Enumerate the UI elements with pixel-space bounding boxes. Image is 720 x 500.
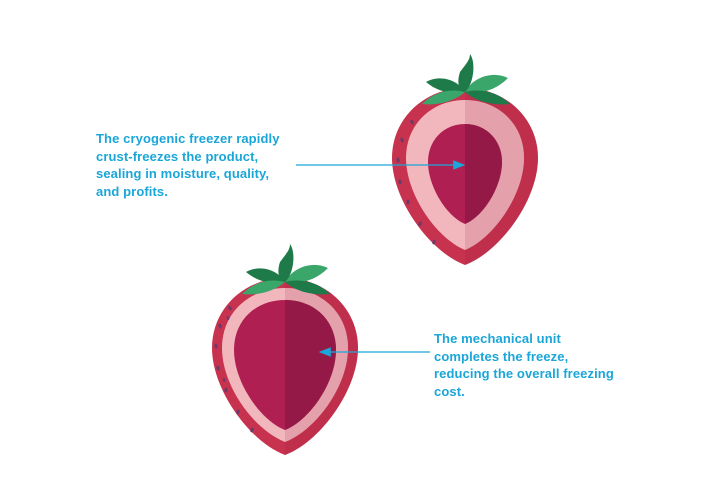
caption-top: The cryogenic freezer rapidly crust-free… xyxy=(96,130,296,200)
strawberry-top xyxy=(370,40,560,275)
strawberry-bottom xyxy=(190,230,380,465)
diagram-stage: The cryogenic freezer rapidly crust-free… xyxy=(0,0,720,500)
caption-bottom: The mechanical unit completes the freeze… xyxy=(434,330,624,400)
